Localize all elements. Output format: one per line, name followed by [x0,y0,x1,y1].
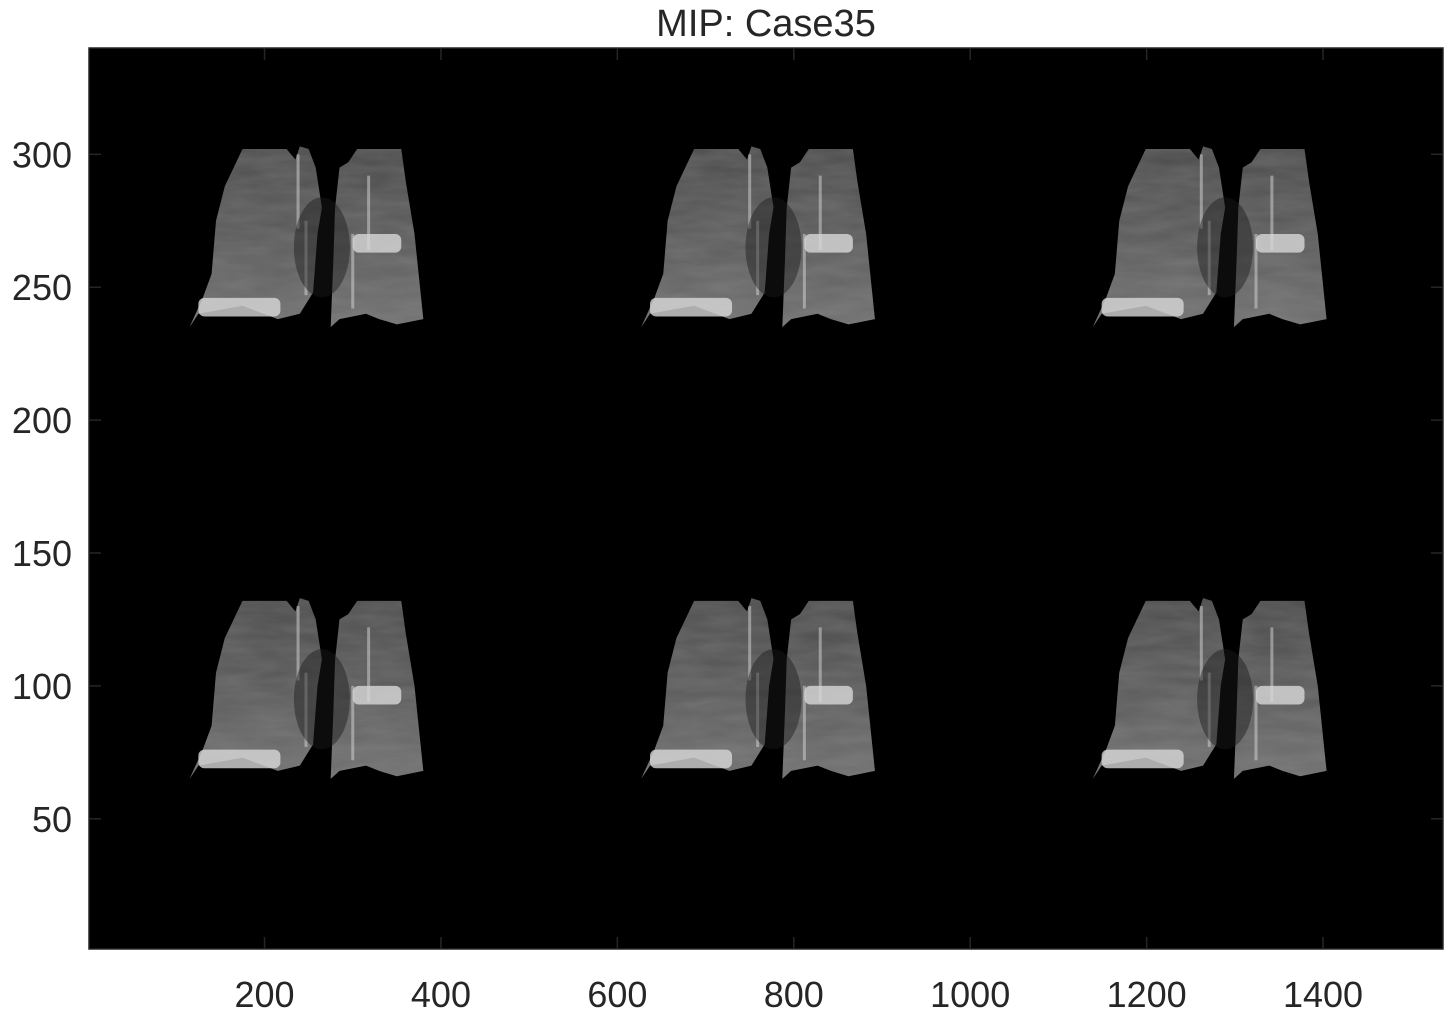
bright-band [352,234,402,253]
bright-band [650,297,733,317]
axes-box [88,47,1444,950]
left-lung-texture [189,598,322,779]
bright-band [1255,685,1305,705]
bright-band [198,297,281,317]
mip-tile [189,146,424,328]
y-tick-label: 250 [12,267,72,308]
x-tick-label: 200 [234,974,294,1011]
mip-tile [641,146,875,328]
mip-tile [189,598,424,779]
x-tick-label: 800 [764,974,824,1011]
x-tick-label: 1200 [1107,974,1187,1011]
heart-shadow [1197,197,1254,298]
bright-band [650,749,733,769]
left-lung-texture [641,598,774,779]
left-lung-texture [1092,598,1226,779]
mip-tile [1092,146,1327,328]
bright-band [804,685,853,705]
bright-band [1101,749,1184,769]
bright-band [198,749,281,769]
y-axis: 50 100 150 200 250 300 [12,134,1443,840]
mip-tile [641,598,875,779]
x-tick-label: 600 [587,974,647,1011]
heart-shadow [293,649,350,750]
heart-shadow [745,197,802,298]
x-tick-label: 1400 [1283,974,1363,1011]
left-lung-texture [1092,146,1226,328]
heart-shadow [1197,649,1254,750]
heart-shadow [293,197,350,298]
y-tick-label: 100 [12,666,72,707]
mip-montage [189,146,1327,779]
bright-band [352,685,402,705]
bright-band [804,234,853,253]
heart-shadow [745,649,802,750]
x-axis: 200 400 600 800 1000 1200 1400 [234,48,1363,1011]
figure-title: MIP: Case35 [656,3,876,45]
bright-band [1101,297,1184,317]
left-lung-texture [641,146,774,328]
y-tick-label: 50 [32,799,72,840]
y-tick-label: 300 [12,134,72,175]
bright-band [1255,234,1305,253]
y-tick-label: 150 [12,533,72,574]
left-lung-texture [189,146,322,328]
mip-tile [1092,598,1327,779]
x-tick-label: 1000 [930,974,1010,1011]
y-tick-label: 200 [12,400,72,441]
x-tick-label: 400 [411,974,471,1011]
